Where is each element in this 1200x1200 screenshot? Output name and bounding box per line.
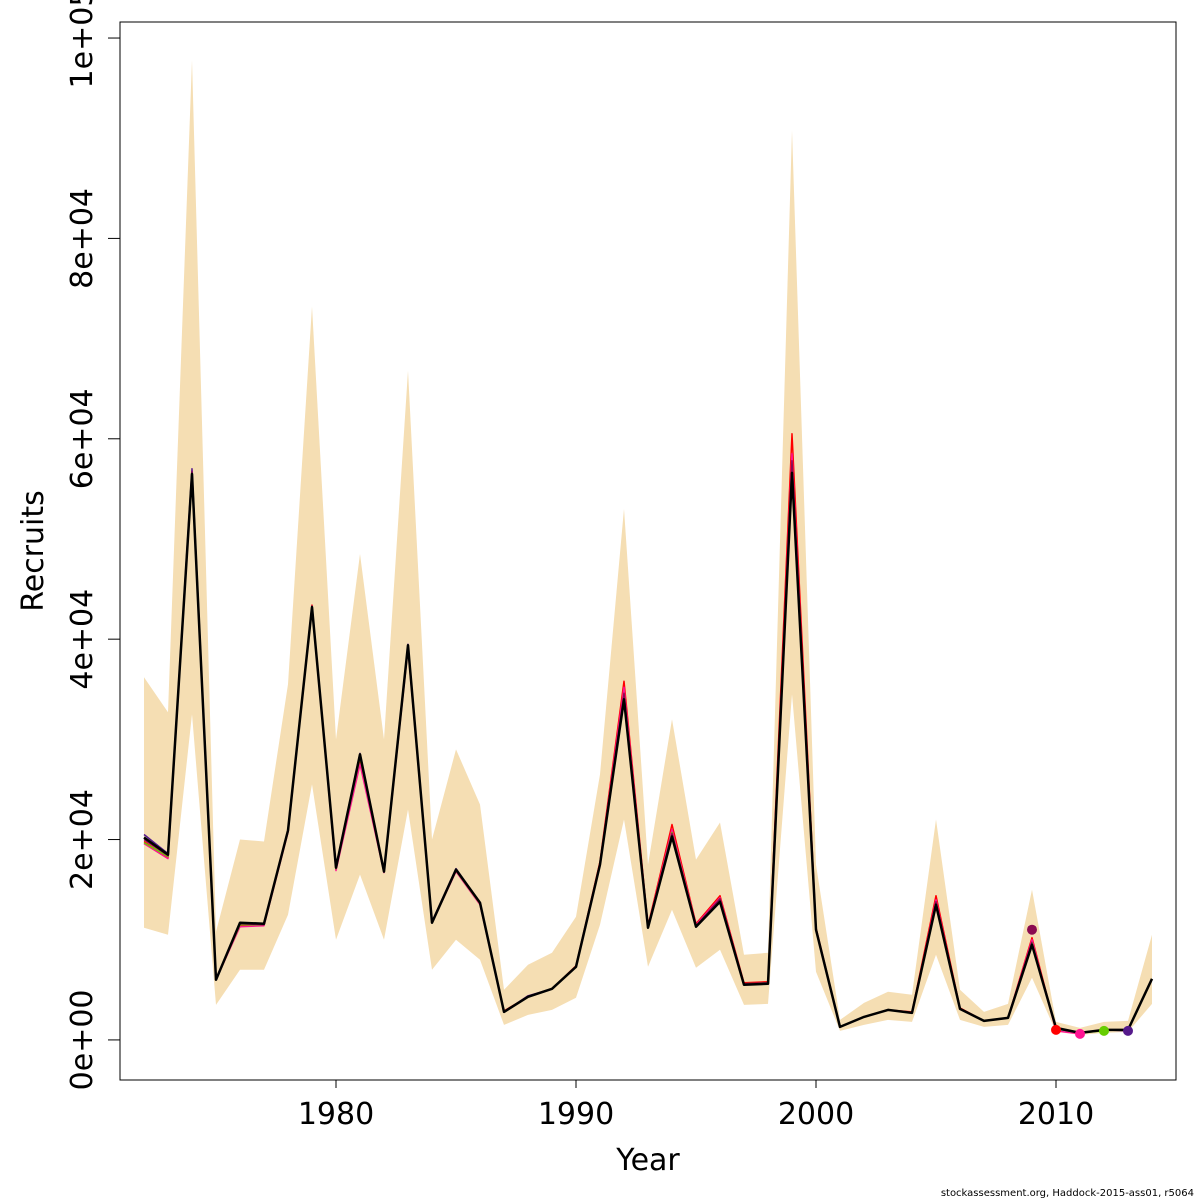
terminal-point-2010 (1051, 1024, 1061, 1035)
y-axis-title: Recruits (16, 490, 51, 612)
y-tick-label: 8e+04 (65, 188, 100, 289)
x-tick-label: 1990 (538, 1097, 614, 1132)
x-tick-label: 2010 (1018, 1097, 1094, 1132)
series-line-0 (143, 471, 1154, 1035)
y-tick-label: 0e+00 (65, 989, 100, 1090)
terminal-point-2011 (1075, 1028, 1085, 1039)
credit-text: stockassessment.org, Haddock-2015-ass01,… (941, 1188, 1194, 1199)
y-tick-label: 4e+04 (65, 589, 100, 690)
x-tick-label: 1980 (298, 1097, 374, 1132)
confidence-band (144, 60, 1152, 1035)
y-tick-label: 6e+04 (65, 388, 100, 489)
series-layer (143, 433, 1154, 1035)
terminal-point-2013 (1123, 1025, 1133, 1036)
terminal-point-2012 (1099, 1025, 1109, 1036)
confidence-band-layer (144, 60, 1152, 1035)
y-axis: 0e+00 2e+04 4e+04 6e+04 8e+04 1e+05 (65, 0, 121, 1090)
x-axis: 1980 1990 2000 2010 (298, 1079, 1094, 1132)
terminal-point-2009 (1027, 924, 1037, 935)
x-tick-label: 2000 (778, 1097, 854, 1132)
x-axis-title: Year (615, 1143, 680, 1178)
y-tick-label: 1e+05 (65, 0, 100, 88)
terminal-points-layer (1027, 924, 1133, 1039)
y-tick-label: 2e+04 (65, 789, 100, 890)
